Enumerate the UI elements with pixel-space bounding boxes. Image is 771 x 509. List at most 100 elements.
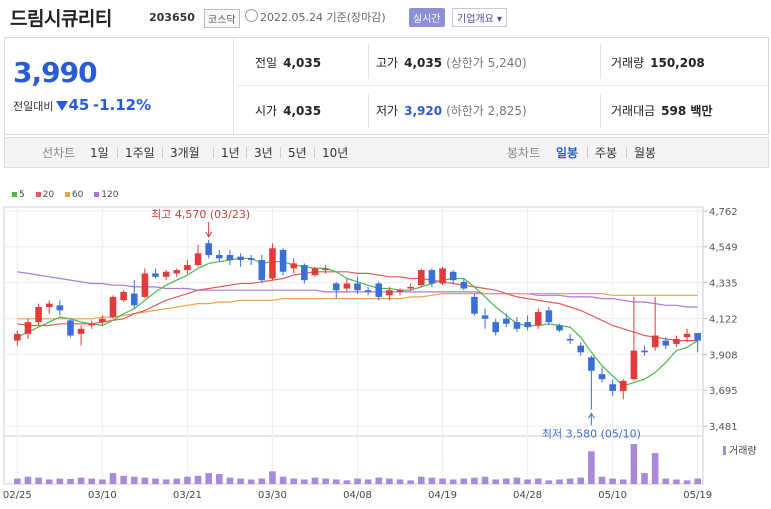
volume-bar [332,479,340,484]
candle-body [269,248,276,279]
volume-bar [216,474,223,484]
candle-body [99,318,106,323]
prev-close: 전일 4,035 [255,56,322,70]
volume-bar [449,479,457,484]
volume-bar [673,479,680,484]
volume-bar [173,478,181,484]
volume-bar [88,478,96,484]
divider [368,44,369,79]
candle-body [662,340,670,346]
tab-10y[interactable]: 10년 [322,146,349,160]
candle-body [630,350,638,380]
volume-bar [45,479,53,484]
volume-bar [683,480,691,484]
candle-body [88,323,96,326]
candle-body [545,310,553,323]
volume-bar [109,473,117,484]
candle-body [56,305,64,311]
candle-body [279,249,287,272]
candle-body [364,290,372,292]
volume-bar [290,478,298,484]
corp-info-dropdown[interactable]: 기업개요 ▾ [452,8,507,27]
candle-body [205,243,212,255]
volume-bar [524,479,531,484]
volume-bar [481,476,489,484]
candle-body [683,333,691,338]
candle-body [152,273,159,277]
volume-bar [205,473,212,484]
volume-bar [375,477,383,484]
volume-bar [130,476,138,484]
base-date: 2022.05.24 기준(장마감) [260,11,386,24]
low-annotation: 최저 3,580 (05/10) [542,427,641,440]
candle-body [290,263,298,269]
candle-body [354,283,361,291]
candle-body [566,338,574,341]
volume-bar [471,477,478,484]
volume-bar [641,473,648,484]
candle-body [258,260,266,281]
volume-bar [439,478,446,484]
volume-bar [354,478,361,484]
volume-bar [556,479,563,484]
y-tick-label: 4,549 [709,243,738,254]
candle-body [120,291,127,301]
stock-code: 203650 [149,11,195,24]
change-amount: 45 [68,96,90,114]
tab-3m[interactable]: 3개월 [170,146,200,160]
candle-body [237,256,244,261]
candle-body [67,320,74,336]
volume-bar [513,477,521,484]
divider [600,93,601,128]
y-tick-label: 3,908 [709,350,738,361]
tab-weekly[interactable]: 주봉 [595,146,618,160]
legend-ma120: 120 [94,190,118,200]
stock-name: 드림시큐리티 [10,8,112,30]
quote-panel: 3,990 전일대비 45 -1.12% 전일 4,035 고가 4,035 (상한가 … [4,37,769,135]
header: 드림시큐리티 203650 코스닥 2022.05.24 기준(장마감) 실시간… [0,0,771,34]
candle-body [460,281,468,289]
volume-bar [651,453,659,484]
volume-bar [417,476,425,484]
candle-body [173,270,181,274]
legend-ma20: 20 [35,190,54,200]
tab-3y[interactable]: 3년 [254,146,273,160]
candle-body [301,265,308,281]
volume-bar [588,451,595,484]
low-arrow-head [587,412,595,419]
volume-bar [311,477,319,484]
volume-bar [162,479,170,484]
volume-bar [545,480,553,484]
y-tick-label: 3,695 [709,386,738,397]
volume-bar [120,475,127,484]
volume-bar [269,471,276,484]
volume-bar [566,478,574,484]
realtime-button[interactable]: 실시간 [409,8,445,27]
divider [237,85,768,86]
candle-body [130,293,138,306]
tab-monthly[interactable]: 월봉 [634,146,657,160]
x-tick-label: 03/10 [88,490,117,501]
trade-amount: 거래대금 598 백만 [611,104,713,118]
x-tick-label: 03/30 [258,490,287,501]
volume-bar [184,476,191,484]
tab-1w[interactable]: 1주일 [125,146,155,160]
volume-bar [279,476,287,484]
tab-1d[interactable]: 1일 [90,146,109,160]
tab-1y[interactable]: 1년 [221,146,240,160]
candle-body [449,271,457,281]
change-percent: -1.12% [92,96,152,114]
tab-daily[interactable]: 일봉 [556,146,579,160]
candle-body [609,384,616,391]
candle-body [109,296,117,318]
x-tick-label: 04/28 [513,490,542,501]
volume-bar [598,476,606,484]
volume-bar [343,480,351,484]
volume-bar [24,476,32,484]
tab-5y[interactable]: 5년 [288,146,307,160]
candle-body [556,325,563,331]
candle-chart-label: 봉차트 [507,146,541,160]
candle-body [651,335,659,348]
x-tick-label: 04/19 [428,490,457,501]
